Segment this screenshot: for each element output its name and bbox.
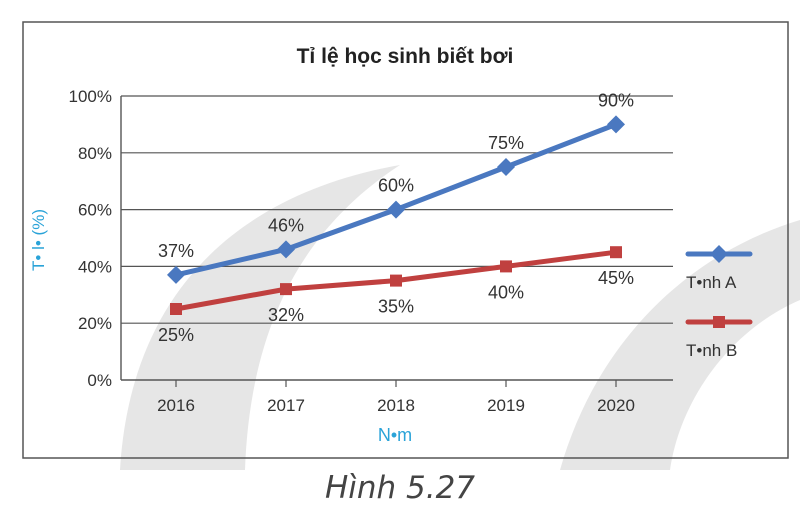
data-point-marker bbox=[280, 283, 292, 296]
x-tick-label: 2016 bbox=[157, 396, 195, 415]
data-point-marker bbox=[500, 260, 512, 273]
data-label: 25% bbox=[158, 325, 194, 345]
data-point-marker bbox=[387, 200, 405, 219]
data-point-marker bbox=[390, 274, 402, 287]
data-point-marker bbox=[167, 265, 185, 284]
data-point-marker bbox=[170, 303, 182, 315]
data-label: 90% bbox=[598, 90, 634, 110]
y-tick-label: 80% bbox=[78, 144, 112, 163]
data-point-marker bbox=[277, 240, 295, 259]
gridlines bbox=[120, 95, 673, 381]
legend-item: T•nh B bbox=[685, 316, 753, 360]
x-axis-ticks: 2016 2017 2018 2019 2020 bbox=[157, 380, 635, 415]
y-axis-title: T• l• (%) bbox=[29, 209, 48, 271]
figure-caption: Hình 5.27 bbox=[324, 470, 476, 506]
x-tick-label: 2017 bbox=[267, 396, 305, 415]
series-b: 25% 32% 35% 40% 45% bbox=[158, 246, 634, 345]
x-tick-label: 2019 bbox=[487, 396, 525, 415]
data-label: 37% bbox=[158, 241, 194, 261]
data-label: 46% bbox=[268, 215, 304, 235]
y-tick-label: 20% bbox=[78, 314, 112, 333]
data-point-marker bbox=[713, 316, 725, 328]
legend-label: T•nh B bbox=[686, 341, 737, 360]
background-watermark bbox=[120, 165, 800, 470]
watermark-shape bbox=[560, 220, 800, 470]
data-label: 32% bbox=[268, 305, 304, 325]
y-axis-ticks: 0% 20% 40% 60% 80% 100% bbox=[69, 87, 112, 390]
series-group: 37% 46% 60% 75% 90% 25% 32% 35% 40% 45% bbox=[158, 90, 634, 345]
legend-label: T•nh A bbox=[686, 273, 737, 292]
legend-item: T•nh A bbox=[685, 245, 753, 292]
legend: T•nh A T•nh B bbox=[685, 245, 753, 360]
chart-frame bbox=[22, 21, 789, 459]
x-tick-label: 2020 bbox=[597, 396, 635, 415]
data-point-marker bbox=[610, 246, 622, 259]
data-point-marker bbox=[497, 158, 515, 176]
y-tick-label: 60% bbox=[78, 201, 112, 220]
chart-title: Tỉ lệ học sinh biết bơi bbox=[297, 45, 514, 68]
y-tick-label: 0% bbox=[87, 371, 112, 390]
y-tick-label: 100% bbox=[69, 87, 112, 106]
data-label: 35% bbox=[378, 297, 414, 317]
data-label: 60% bbox=[378, 176, 414, 196]
x-axis-title: N•m bbox=[378, 425, 412, 445]
watermark-shape bbox=[120, 165, 400, 470]
y-tick-label: 40% bbox=[78, 257, 112, 276]
data-label: 40% bbox=[488, 282, 524, 302]
x-tick-label: 2018 bbox=[377, 396, 415, 415]
data-point-marker bbox=[607, 115, 625, 134]
data-label: 75% bbox=[488, 133, 524, 153]
data-point-marker bbox=[710, 245, 728, 263]
series-a: 37% 46% 60% 75% 90% bbox=[158, 90, 634, 284]
data-label: 45% bbox=[598, 268, 634, 288]
